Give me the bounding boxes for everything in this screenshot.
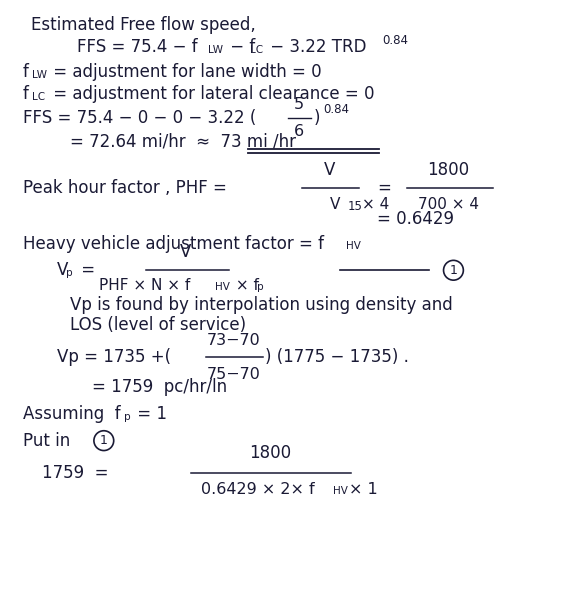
Text: V: V [324, 161, 335, 179]
Text: 15: 15 [347, 200, 362, 213]
Text: 700 × 4: 700 × 4 [418, 197, 479, 212]
Text: Heavy vehicle adjustment factor = f: Heavy vehicle adjustment factor = f [23, 235, 324, 252]
Text: FFS = 75.4 − 0 − 0 − 3.22 (: FFS = 75.4 − 0 − 0 − 3.22 ( [23, 109, 256, 127]
Text: 75−70: 75−70 [207, 367, 260, 383]
Text: PHF × N × f: PHF × N × f [99, 278, 190, 293]
Text: × 1: × 1 [349, 482, 378, 497]
Text: HV: HV [333, 486, 347, 496]
Text: = 0.6429: = 0.6429 [377, 210, 454, 228]
Text: HV: HV [346, 242, 361, 251]
Text: p: p [124, 412, 130, 422]
Text: LOS (level of service): LOS (level of service) [70, 316, 246, 334]
Text: Vp = 1735 +(: Vp = 1735 +( [57, 349, 171, 366]
Text: Assuming  f: Assuming f [23, 405, 120, 423]
Text: Estimated Free flow speed,: Estimated Free flow speed, [30, 15, 255, 34]
Text: =: = [76, 261, 95, 279]
Text: V: V [57, 261, 69, 279]
Text: f: f [23, 63, 29, 81]
Text: Vp is found by interpolation using density and: Vp is found by interpolation using densi… [70, 296, 453, 314]
Text: − 3.22 TRD: − 3.22 TRD [265, 39, 367, 56]
Text: ) (1775 − 1735) .: ) (1775 − 1735) . [265, 349, 409, 366]
Text: 73−70: 73−70 [207, 333, 260, 347]
Text: 1759  =: 1759 = [43, 465, 109, 482]
Text: 0.84: 0.84 [382, 34, 408, 48]
Text: 1800: 1800 [249, 444, 291, 463]
Text: = adjustment for lateral clearance = 0: = adjustment for lateral clearance = 0 [48, 85, 375, 103]
Text: LW: LW [32, 70, 47, 80]
Text: Peak hour factor , PHF =: Peak hour factor , PHF = [23, 179, 227, 197]
Text: 6: 6 [294, 124, 304, 138]
Text: 0.6429 × 2× f: 0.6429 × 2× f [201, 482, 315, 497]
Text: Put in: Put in [23, 432, 70, 450]
Text: FFS = 75.4 − f: FFS = 75.4 − f [77, 39, 198, 56]
Text: p: p [66, 268, 73, 278]
Text: LC: LC [251, 45, 263, 55]
Text: = 72.64 mi/hr  ≈  73 mi /hr: = 72.64 mi/hr ≈ 73 mi /hr [70, 132, 296, 150]
Text: − f: − f [225, 39, 255, 56]
Text: 0.84: 0.84 [324, 103, 350, 116]
Text: × 4: × 4 [362, 197, 390, 212]
Text: LW: LW [208, 45, 223, 55]
Text: f: f [23, 85, 29, 103]
Text: ): ) [314, 109, 320, 127]
Text: 5: 5 [294, 97, 304, 112]
Text: p: p [258, 282, 264, 292]
Text: 1: 1 [450, 264, 457, 277]
Text: LC: LC [32, 92, 44, 102]
Text: = adjustment for lane width = 0: = adjustment for lane width = 0 [48, 63, 322, 81]
Text: =: = [377, 179, 391, 197]
Text: × f: × f [231, 278, 259, 293]
Text: V: V [180, 244, 192, 261]
Text: HV: HV [215, 282, 230, 292]
Text: V: V [329, 197, 340, 212]
Text: = 1759  pc/hr/ln: = 1759 pc/hr/ln [92, 378, 227, 396]
Text: = 1: = 1 [131, 405, 166, 423]
Text: 1800: 1800 [427, 161, 470, 179]
Text: 1: 1 [100, 434, 107, 447]
